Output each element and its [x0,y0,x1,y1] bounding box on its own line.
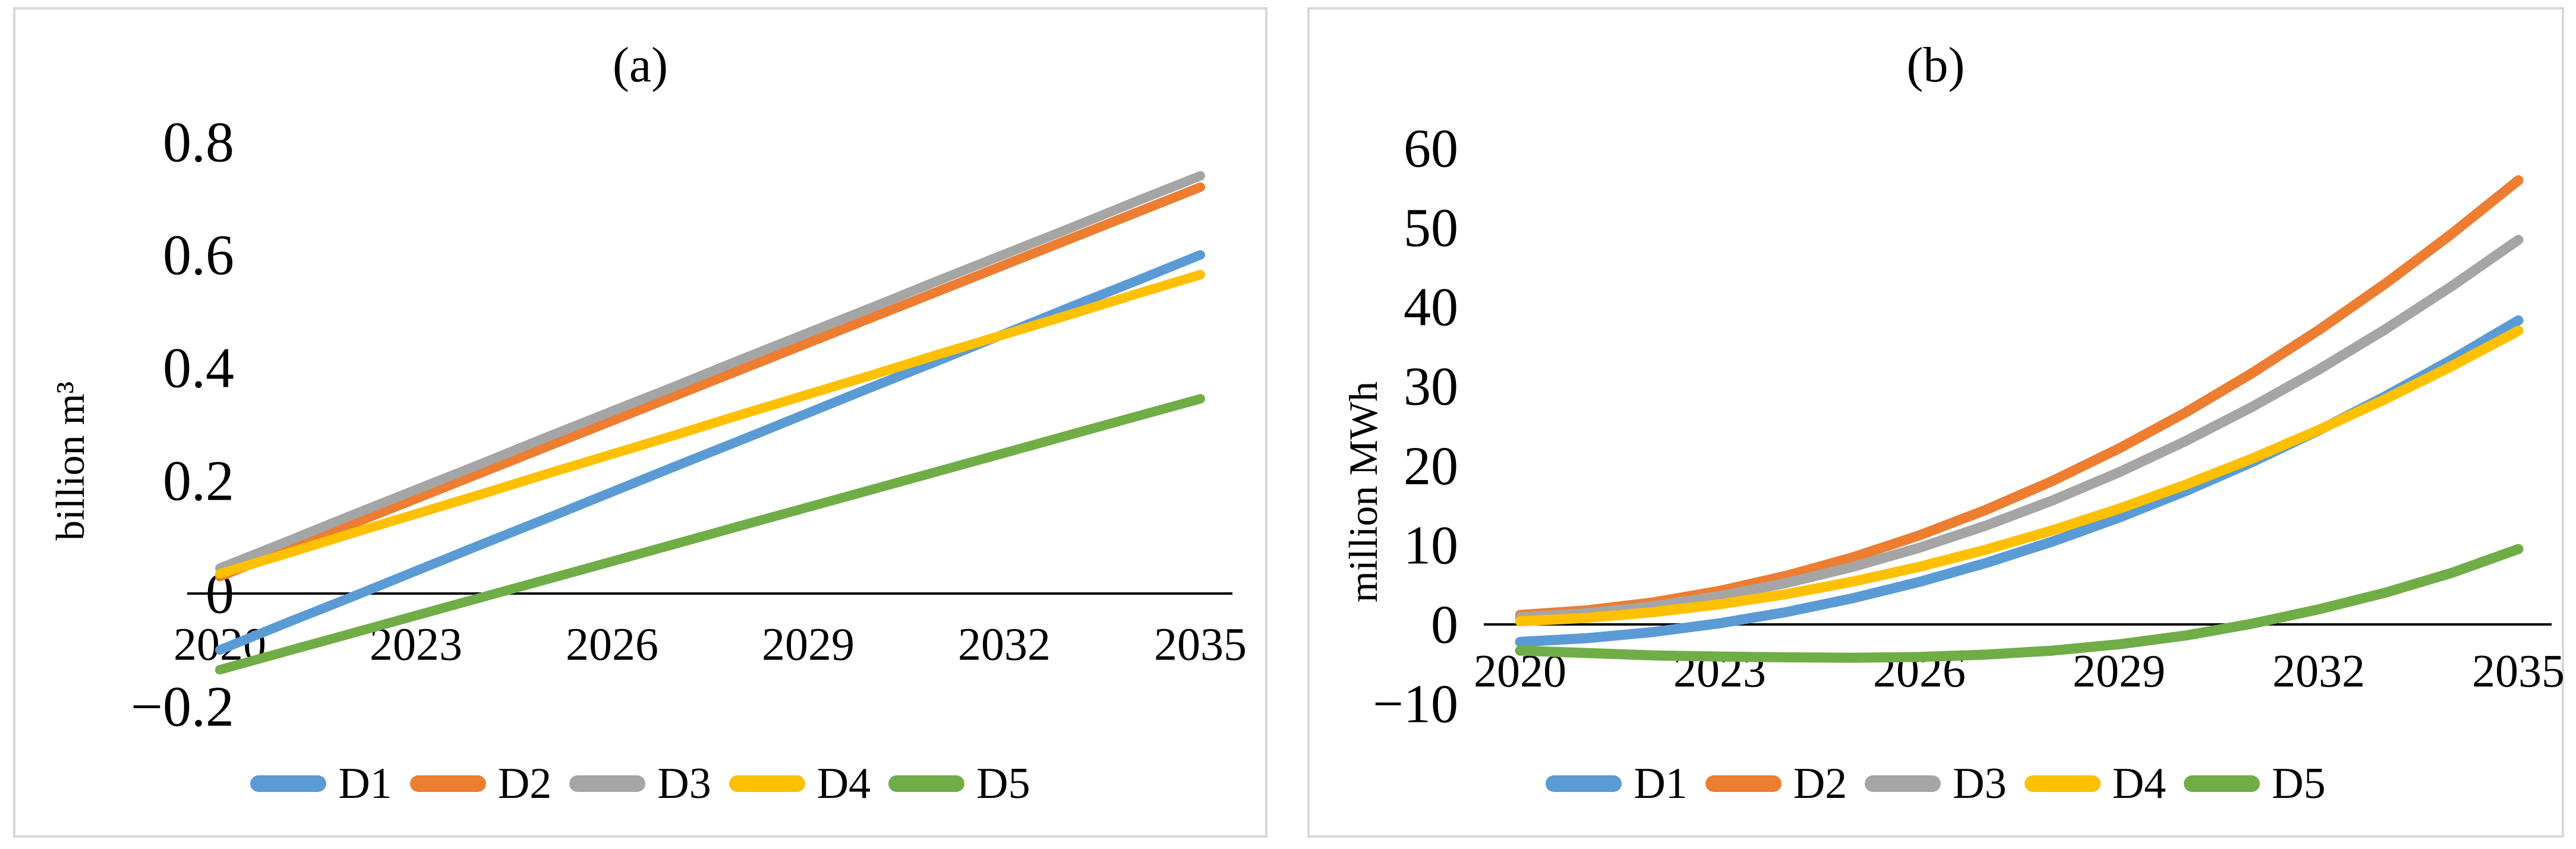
legend-swatch-D5 [888,775,965,792]
x-tick-label: 2032 [2272,645,2365,697]
x-tick-label: 2029 [2073,645,2165,697]
legend-label-D1: D1 [1634,759,1688,808]
legend-label-D5: D5 [976,759,1030,808]
x-tick-label: 2035 [2472,645,2565,697]
y-tick-label: 20 [1404,435,1458,496]
series-line-D1 [215,250,1205,655]
series-line-D4 [1515,326,2524,627]
legend-item-D5: D5 [888,762,1030,806]
y-tick-label: −10 [1373,674,1458,734]
legend-label-D4: D4 [2112,759,2167,808]
legend-item-D5: D5 [2184,759,2326,808]
x-tick-label: 2032 [958,618,1051,670]
x-tick-label: 2029 [762,618,855,670]
y-tick-label: 0.2 [163,449,234,513]
x-tick-label: 2035 [1154,618,1247,670]
legend-label-D3: D3 [1953,759,2007,808]
chart-b-legend: D1 D2 D3 D4 D5 [1310,762,2562,806]
y-tick-label: 0.6 [163,223,234,287]
legend-item-D3: D3 [569,762,711,806]
legend-label-D4: D4 [816,759,871,808]
series-line-D4 [215,270,1205,579]
series-line-D3 [1515,235,2524,623]
y-tick-label: 60 [1404,118,1458,178]
y-tick-label: 30 [1404,356,1458,416]
legend-item-D1: D1 [1546,759,1688,808]
x-tick-label: 2026 [566,618,658,670]
chart-panel-a: (a) billion m³ 0.8 0.6 0.4 0.2 0 −0.2 2020 2023… [13,7,1267,838]
legend-label-D2: D2 [1793,759,1847,808]
chart-a-legend: D1 D2 D3 D4 D5 [15,762,1265,806]
legend-item-D4: D4 [729,762,871,806]
y-tick-label: 50 [1404,197,1458,258]
legend-swatch-D5 [2184,775,2260,792]
series-line-D5 [1515,544,2524,663]
legend-swatch-D1 [250,775,327,792]
y-tick-label: 10 [1404,515,1458,575]
legend-swatch-D4 [2024,775,2101,792]
legend-label-D5: D5 [2272,759,2326,808]
y-tick-label: 0.8 [163,111,234,174]
legend-item-D2: D2 [409,759,552,808]
legend-swatch-D1 [1546,775,1622,792]
y-tick-label: 0.4 [163,336,234,400]
legend-label-D3: D3 [657,759,711,808]
legend-label-D1: D1 [338,759,392,808]
legend-label-D2: D2 [497,759,552,808]
series-line-D2 [215,182,1205,582]
legend-item-D3: D3 [1865,759,2007,808]
series-line-D5 [215,394,1205,675]
legend-swatch-D3 [1865,775,1941,792]
series-line-D3 [215,171,1205,573]
legend-swatch-D2 [1705,775,1782,792]
y-tick-label: −0.2 [131,675,234,738]
chart-panel-b: (b) million MWh 60 50 40 30 20 10 0 −10 2020 2023… [1307,7,2565,838]
legend-swatch-D3 [569,775,646,792]
legend-swatch-D2 [409,775,486,792]
y-tick-label: 40 [1404,277,1458,337]
legend-item-D2: D2 [1705,762,1847,806]
legend-swatch-D4 [729,775,805,792]
legend-item-D4: D4 [2024,759,2167,808]
chart-a-title: (a) [612,37,669,93]
legend-item-D1: D1 [250,762,392,806]
y-tick-label: 0 [1431,594,1458,655]
chart-b-title: (b) [1906,37,1965,93]
